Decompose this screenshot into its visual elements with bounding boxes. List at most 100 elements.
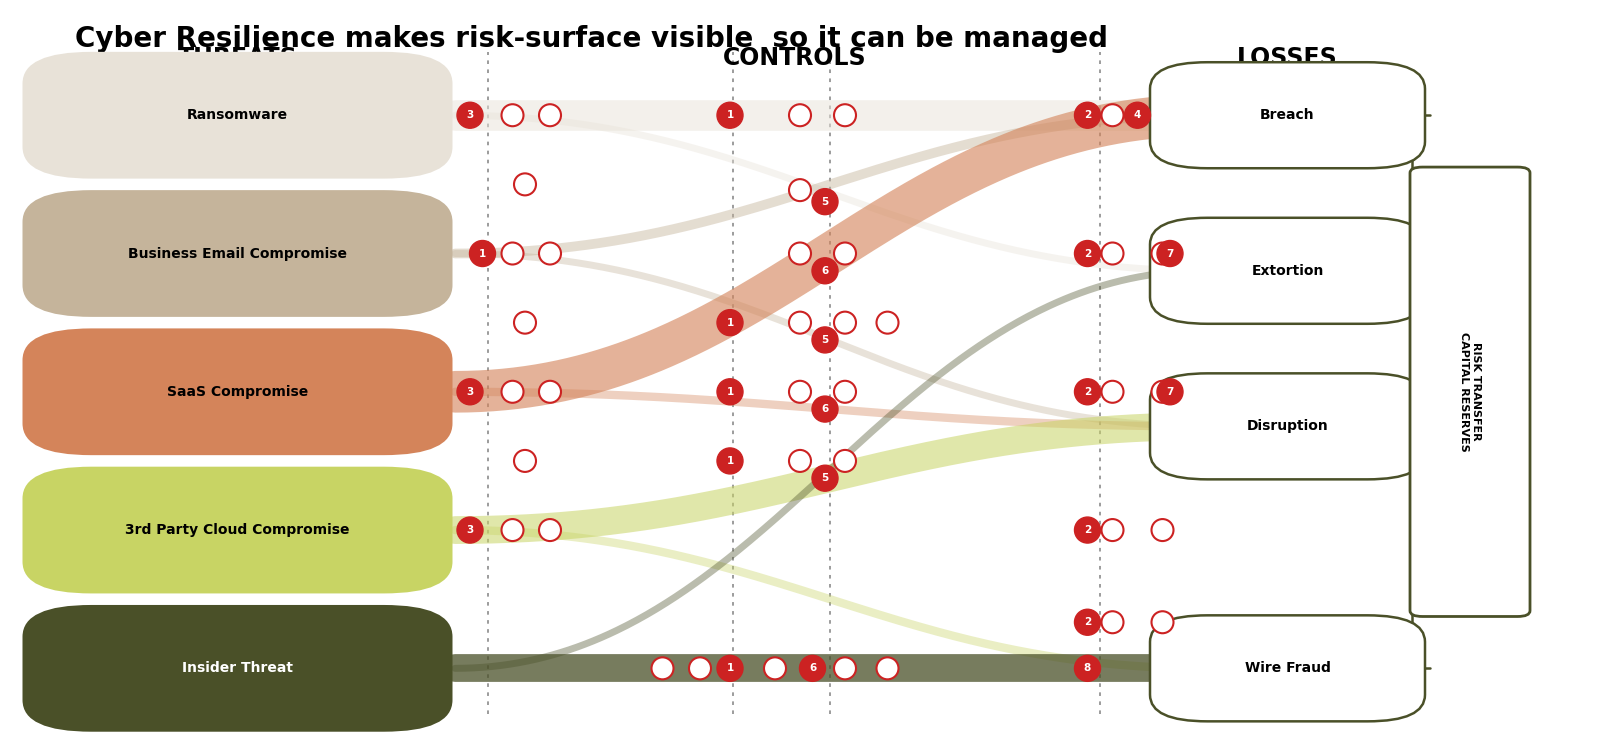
Text: 6: 6 <box>821 404 829 414</box>
Ellipse shape <box>501 519 523 541</box>
Ellipse shape <box>813 258 838 284</box>
Ellipse shape <box>877 312 899 333</box>
Text: 1: 1 <box>726 664 734 673</box>
Ellipse shape <box>834 104 856 127</box>
Text: 3: 3 <box>466 525 474 535</box>
FancyBboxPatch shape <box>22 605 453 732</box>
Text: Ransomware: Ransomware <box>187 109 288 122</box>
FancyBboxPatch shape <box>1150 616 1426 721</box>
Ellipse shape <box>717 102 742 128</box>
Ellipse shape <box>651 658 674 679</box>
Ellipse shape <box>813 189 838 215</box>
Ellipse shape <box>789 450 811 472</box>
Ellipse shape <box>717 379 742 404</box>
Ellipse shape <box>877 658 899 679</box>
Ellipse shape <box>1101 611 1123 633</box>
Ellipse shape <box>539 243 562 264</box>
Ellipse shape <box>834 380 856 403</box>
Ellipse shape <box>458 517 483 543</box>
Ellipse shape <box>813 327 838 353</box>
Ellipse shape <box>765 658 786 679</box>
Ellipse shape <box>1157 379 1182 404</box>
Ellipse shape <box>514 312 536 333</box>
FancyBboxPatch shape <box>22 52 453 178</box>
Text: 1: 1 <box>726 456 734 466</box>
Text: 5: 5 <box>821 473 829 483</box>
Ellipse shape <box>1157 240 1182 267</box>
Ellipse shape <box>1075 655 1101 682</box>
Ellipse shape <box>501 380 523 403</box>
Ellipse shape <box>539 104 562 127</box>
Text: Insider Threat: Insider Threat <box>182 661 293 676</box>
Ellipse shape <box>717 448 742 474</box>
Text: LOSSES: LOSSES <box>1237 46 1338 70</box>
Text: 3: 3 <box>466 386 474 397</box>
Ellipse shape <box>1075 102 1101 128</box>
Text: 1: 1 <box>478 249 486 258</box>
Text: Extortion: Extortion <box>1251 264 1323 278</box>
Text: SaaS Compromise: SaaS Compromise <box>166 385 309 398</box>
Text: 1: 1 <box>726 386 734 397</box>
Text: Cyber Resilience makes risk-surface visible  so it can be managed: Cyber Resilience makes risk-surface visi… <box>75 25 1107 53</box>
Ellipse shape <box>1075 379 1101 404</box>
Text: 3: 3 <box>466 110 474 121</box>
Ellipse shape <box>1075 517 1101 543</box>
Text: 2: 2 <box>1083 525 1091 535</box>
Ellipse shape <box>1125 102 1150 128</box>
Ellipse shape <box>458 102 483 128</box>
Ellipse shape <box>1152 380 1173 403</box>
Ellipse shape <box>813 396 838 422</box>
Ellipse shape <box>1152 243 1173 264</box>
Text: 7: 7 <box>1166 386 1174 397</box>
Ellipse shape <box>1101 380 1123 403</box>
Text: Breach: Breach <box>1261 109 1315 122</box>
Text: 5: 5 <box>821 335 829 345</box>
Ellipse shape <box>800 655 826 682</box>
Text: 2: 2 <box>1083 617 1091 627</box>
Ellipse shape <box>834 450 856 472</box>
Ellipse shape <box>514 450 536 472</box>
FancyBboxPatch shape <box>22 467 453 593</box>
Ellipse shape <box>1152 519 1173 541</box>
Ellipse shape <box>789 179 811 201</box>
Ellipse shape <box>1101 519 1123 541</box>
Ellipse shape <box>539 519 562 541</box>
Ellipse shape <box>834 658 856 679</box>
Text: Wire Fraud: Wire Fraud <box>1245 661 1331 676</box>
Text: 2: 2 <box>1083 386 1091 397</box>
Text: 2: 2 <box>1083 110 1091 121</box>
FancyBboxPatch shape <box>1150 218 1426 324</box>
Ellipse shape <box>458 379 483 404</box>
FancyBboxPatch shape <box>1410 167 1530 616</box>
Ellipse shape <box>1152 611 1173 633</box>
Ellipse shape <box>469 240 496 267</box>
Text: 2: 2 <box>1083 249 1091 258</box>
Ellipse shape <box>501 243 523 264</box>
Ellipse shape <box>1101 104 1123 127</box>
Ellipse shape <box>834 243 856 264</box>
Text: 1: 1 <box>726 318 734 327</box>
Ellipse shape <box>539 380 562 403</box>
FancyBboxPatch shape <box>22 328 453 455</box>
Ellipse shape <box>1075 240 1101 267</box>
Text: RISK TRANSFER
CAPITAL RESERVES: RISK TRANSFER CAPITAL RESERVES <box>1459 332 1482 452</box>
Text: Disruption: Disruption <box>1246 419 1328 434</box>
Text: 5: 5 <box>821 197 829 207</box>
Text: THREATS: THREATS <box>178 46 298 70</box>
Text: 6: 6 <box>821 266 829 276</box>
Ellipse shape <box>501 104 523 127</box>
Ellipse shape <box>1075 609 1101 635</box>
Ellipse shape <box>789 312 811 333</box>
Text: 6: 6 <box>810 664 816 673</box>
Ellipse shape <box>690 658 710 679</box>
Ellipse shape <box>789 243 811 264</box>
Text: 3rd Party Cloud Compromise: 3rd Party Cloud Compromise <box>125 523 350 537</box>
Text: CONTROLS: CONTROLS <box>723 46 867 70</box>
Ellipse shape <box>717 655 742 682</box>
Text: Business Email Compromise: Business Email Compromise <box>128 246 347 261</box>
Ellipse shape <box>813 465 838 491</box>
Text: 7: 7 <box>1166 249 1174 258</box>
Text: 1: 1 <box>726 110 734 121</box>
FancyBboxPatch shape <box>1150 373 1426 479</box>
Ellipse shape <box>789 380 811 403</box>
